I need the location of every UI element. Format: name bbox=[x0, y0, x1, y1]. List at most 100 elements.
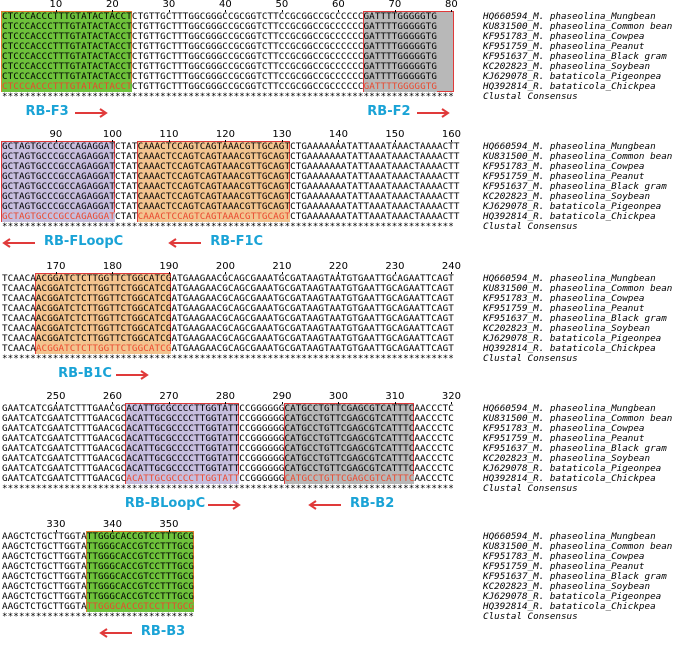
position-tick: 50 bbox=[275, 0, 289, 10]
species-label: KF951637_M. phaseolina_Black gram bbox=[483, 313, 667, 324]
tick-mark bbox=[394, 402, 396, 404]
consensus-row: ****************************************… bbox=[2, 221, 454, 232]
species-label: KU831500_M. phaseolina_Common bean bbox=[483, 283, 673, 294]
species-label: KU831500_M. phaseolina_Common bean bbox=[483, 541, 673, 552]
position-tick: 150 bbox=[385, 129, 405, 140]
highlight-region bbox=[362, 11, 454, 92]
sequence-row: AAGCTCTGCTTGGTATTGGGCACCGTCCTTTGCG bbox=[2, 591, 195, 602]
species-label: KF951783_M. phaseolina_Cowpea bbox=[483, 293, 645, 304]
position-tick: 80 bbox=[444, 0, 458, 10]
species-label: KU831500_M. phaseolina_Common bean bbox=[483, 21, 673, 32]
arrow-head bbox=[308, 500, 317, 510]
species-label: KF951759_M. phaseolina_Peanut bbox=[483, 171, 645, 182]
sequence-row: GAATCATCGAATCTTTGAACGCACATTGCGCCCCTTGGTA… bbox=[2, 463, 454, 474]
primer-arrow bbox=[115, 369, 150, 381]
highlighted-last-row-segment: ACGGATCTCTTGGTTCTGGCATCG bbox=[35, 343, 172, 354]
sequence-row: CTCCCACCCTTTGTATACTACCTCTGTTGCTTTGGCGGGC… bbox=[2, 21, 437, 32]
tick-mark bbox=[168, 402, 170, 404]
tick-mark bbox=[338, 402, 340, 404]
tick-mark bbox=[55, 530, 57, 532]
species-label: KF951637_M. phaseolina_Black gram bbox=[483, 51, 667, 62]
species-label: KC202823_M. phaseolina_Soybean bbox=[483, 191, 651, 202]
primer-label: RB-F3 bbox=[25, 104, 69, 119]
tick-mark bbox=[112, 140, 114, 142]
sequence-row: TCAACAACGGATCTCTTGGTTCTGGCATCGATGAAGAACG… bbox=[2, 273, 454, 284]
sequence-row: GCTAGTGCCCGCCAGAGGATCTATCAAACTCCAGTCAGTA… bbox=[2, 171, 460, 182]
species-label: HQ392814_R. bataticola_Chickpea bbox=[483, 473, 656, 484]
tick-mark bbox=[451, 10, 453, 12]
sequence-row: TCAACAACGGATCTCTTGGTTCTGGCATCGATGAAGAACG… bbox=[2, 343, 454, 354]
sequence-row: GAATCATCGAATCTTTGAACGCACATTGCGCCCCTTGGTA… bbox=[2, 403, 454, 414]
tick-mark bbox=[281, 402, 283, 404]
species-label: KJ629078_R. bataticola_Pigeonpea bbox=[483, 591, 662, 602]
highlighted-last-row-segment: CAAACTCCAGTCAGTAAACGTTGCAGT bbox=[137, 211, 291, 222]
arrow-head bbox=[232, 500, 241, 510]
position-tick: 190 bbox=[159, 261, 179, 272]
sequence-row: TCAACAACGGATCTCTTGGTTCTGGCATCGATGAAGAACG… bbox=[2, 303, 454, 314]
sequence-row: GCTAGTGCCCGCCAGAGGATCTATCAAACTCCAGTCAGTA… bbox=[2, 181, 460, 192]
position-tick: 30 bbox=[162, 0, 176, 10]
consensus-row: ********************************** bbox=[2, 611, 195, 622]
position-tick: 40 bbox=[218, 0, 232, 10]
species-label: KJ629078_R. bataticola_Pigeonpea bbox=[483, 333, 662, 344]
position-tick: 280 bbox=[215, 391, 235, 402]
species-label: KJ629078_R. bataticola_Pigeonpea bbox=[483, 463, 662, 474]
sequence-row: AAGCTCTGCTTGGTATTGGGCACCGTCCTTTGCG bbox=[2, 561, 195, 572]
highlight-region bbox=[136, 141, 291, 222]
position-tick: 200 bbox=[215, 261, 235, 272]
species-label: KC202823_M. phaseolina_Soybean bbox=[483, 581, 651, 592]
sequence-row: AAGCTCTGCTTGGTATTGGGCACCGTCCTTTGCG bbox=[2, 581, 195, 592]
species-label: KF951783_M. phaseolina_Cowpea bbox=[483, 161, 645, 172]
consensus-label: Clustal Consensus bbox=[483, 221, 578, 232]
tick-mark bbox=[55, 140, 57, 142]
primer-arrow bbox=[2, 237, 36, 249]
position-tick: 70 bbox=[388, 0, 402, 10]
sequence-row: GAATCATCGAATCTTTGAACGCACATTGCGCCCCTTGGTA… bbox=[2, 433, 454, 444]
tick-mark bbox=[55, 402, 57, 404]
arrow-head bbox=[99, 108, 109, 118]
tick-mark bbox=[112, 402, 114, 404]
position-tick: 250 bbox=[46, 391, 66, 402]
sequence-row: CTCCCACCCTTTGTATACTACCTCTGTTGCTTTGGCGGGC… bbox=[2, 41, 437, 52]
arrow-head bbox=[140, 370, 150, 380]
species-label: KC202823_M. phaseolina_Soybean bbox=[483, 453, 651, 464]
highlighted-last-row-segment: CATGCCTGTTCGAGCGTCATTTC bbox=[284, 473, 415, 484]
position-tick: 180 bbox=[102, 261, 122, 272]
species-label: KF951783_M. phaseolina_Cowpea bbox=[483, 551, 645, 562]
primer-label: RB-F1C bbox=[210, 234, 264, 249]
position-tick: 140 bbox=[328, 129, 348, 140]
position-tick: 230 bbox=[385, 261, 405, 272]
tick-mark bbox=[168, 140, 170, 142]
species-label: KF951759_M. phaseolina_Peanut bbox=[483, 433, 645, 444]
sequence-row: GCTAGTGCCCGCCAGAGGATCTATCAAACTCCAGTCAGTA… bbox=[2, 141, 460, 152]
species-label: KF951759_M. phaseolina_Peanut bbox=[483, 41, 645, 52]
species-label: KC202823_M. phaseolina_Soybean bbox=[483, 61, 651, 72]
sequence-row: TCAACAACGGATCTCTTGGTTCTGGCATCGATGAAGAACG… bbox=[2, 283, 454, 294]
position-tick: 310 bbox=[385, 391, 405, 402]
position-tick: 300 bbox=[328, 391, 348, 402]
sequence-row: CTCCCACCCTTTGTATACTACCTCTGTTGCTTTGGCGGGC… bbox=[2, 71, 437, 82]
tick-mark bbox=[451, 402, 453, 404]
consensus-row: ****************************************… bbox=[2, 483, 454, 494]
highlighted-last-row-segment: ACATTGCGCCCCTTGGTATT bbox=[126, 473, 240, 484]
primer-label: RB-BLoopC bbox=[124, 496, 206, 511]
position-tick: 320 bbox=[441, 391, 461, 402]
sequence-row: GCTAGTGCCCGCCAGAGGATCTATCAAACTCCAGTCAGTA… bbox=[2, 151, 460, 162]
tick-mark bbox=[451, 272, 453, 274]
position-tick: 220 bbox=[328, 261, 348, 272]
primer-arrow bbox=[168, 237, 202, 249]
sequence-row: AAGCTCTGCTTGGTATTGGGCACCGTCCTTTGCG bbox=[2, 541, 195, 552]
position-tick: 20 bbox=[105, 0, 119, 10]
highlighted-last-row-segment: GATTTTGGGGGTG bbox=[363, 81, 438, 92]
tick-mark bbox=[55, 272, 57, 274]
sequence-row: GAATCATCGAATCTTTGAACGCACATTGCGCCCCTTGGTA… bbox=[2, 453, 454, 464]
highlighted-last-row-segment: GCTAGTGCCCGCCAGAGGAT bbox=[2, 211, 115, 222]
arrow-head bbox=[441, 108, 451, 118]
primer-label: RB-B3 bbox=[140, 624, 186, 639]
arrow-head bbox=[168, 238, 177, 248]
primer-label: RB-FLoopC bbox=[44, 234, 124, 249]
species-label: KF951759_M. phaseolina_Peanut bbox=[483, 561, 645, 572]
sequence-row: CTCCCACCCTTTGTATACTACCTCTGTTGCTTTGGCGGGC… bbox=[2, 31, 437, 42]
highlight-region bbox=[34, 273, 172, 354]
